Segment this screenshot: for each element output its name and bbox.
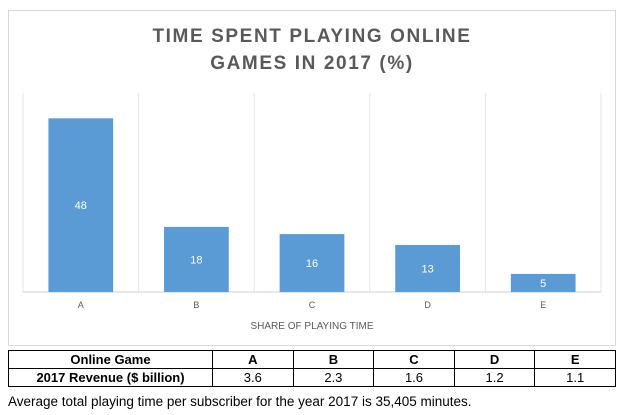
table-row: 2017 Revenue ($ billion) 3.6 2.3 1.6 1.2… bbox=[8, 368, 616, 387]
data-label-D: 13 bbox=[421, 263, 433, 275]
table-cell: 1.6 bbox=[373, 368, 455, 387]
revenue-table: Online Game A B C D E 2017 Revenue ($ bi… bbox=[8, 350, 616, 387]
x-tick-label: A bbox=[78, 300, 84, 310]
table-header-cell: D bbox=[453, 350, 536, 369]
chart-panel: TIME SPENT PLAYING ONLINE GAMES IN 2017 … bbox=[8, 10, 616, 346]
bar-A bbox=[48, 118, 114, 292]
footnote: Average total playing time per subscribe… bbox=[8, 394, 472, 409]
bar-B bbox=[164, 226, 229, 292]
table-cell: 1.1 bbox=[534, 368, 616, 387]
chart-title-line-2: GAMES IN 2017 (%) bbox=[210, 53, 414, 74]
x-tick-label: D bbox=[424, 300, 431, 310]
x-tick-label: E bbox=[540, 300, 546, 310]
table-cell: 3.6 bbox=[212, 368, 294, 387]
table-header-cell: A bbox=[212, 350, 294, 369]
x-tick-label: C bbox=[309, 300, 316, 310]
data-label-A: 48 bbox=[75, 200, 87, 212]
chart-title-line-1: TIME SPENT PLAYING ONLINE bbox=[152, 26, 471, 47]
bar-D bbox=[395, 244, 460, 292]
bar-C bbox=[279, 234, 345, 292]
table-row-label: 2017 Revenue ($ billion) bbox=[8, 368, 213, 387]
bars: 48 18 16 13 5 bbox=[48, 118, 576, 292]
table-cell: 2.3 bbox=[292, 368, 375, 387]
table-cell: 1.2 bbox=[453, 368, 536, 387]
data-label-C: 16 bbox=[306, 258, 318, 270]
table-header-row: Online Game A B C D E bbox=[8, 350, 616, 369]
bar-chart: TIME SPENT PLAYING ONLINE GAMES IN 2017 … bbox=[22, 26, 602, 332]
bar-E bbox=[510, 273, 576, 292]
x-tick-label: B bbox=[193, 300, 199, 310]
data-label-B: 18 bbox=[190, 254, 202, 266]
table-header-cell: E bbox=[534, 350, 616, 369]
x-axis-title: SHARE OF PLAYING TIME bbox=[251, 321, 374, 332]
table-header-cell: Online Game bbox=[8, 350, 213, 369]
table-header-cell: C bbox=[373, 350, 455, 369]
table-header-cell: B bbox=[292, 350, 375, 369]
data-label-E: 5 bbox=[540, 278, 546, 290]
category-ticks: A B C D E bbox=[78, 300, 546, 310]
